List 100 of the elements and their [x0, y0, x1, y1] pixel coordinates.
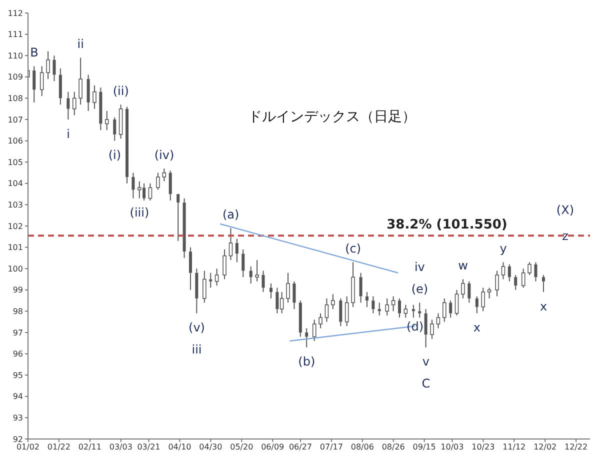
x-tick-label: 10/03 [440, 442, 464, 452]
candlestick [46, 50, 50, 80]
y-tick-label: 95 [12, 370, 23, 380]
x-tick-label: 12/22 [564, 442, 588, 452]
candlestick [58, 68, 62, 106]
candlestick [412, 304, 415, 318]
y-tick-label: 99 [12, 286, 23, 295]
annotation: (b) [298, 354, 316, 369]
candlestick [351, 262, 355, 308]
y-tick-label: 112 [8, 8, 23, 18]
candlestick [32, 66, 36, 103]
y-tick-label: 110 [8, 51, 23, 60]
candlestick [359, 272, 362, 304]
candlestick [195, 268, 198, 314]
candlestick [262, 270, 265, 293]
annotation: C [422, 376, 430, 391]
candlestick [92, 84, 96, 110]
candlestick [255, 260, 259, 282]
y-tick-label: 101 [8, 243, 23, 252]
candlestick [378, 302, 381, 316]
annotation: v [422, 354, 430, 369]
candlestick [209, 272, 212, 288]
ref-line-label: 38.2% (101.550) [386, 218, 508, 233]
x-tick-label: 11/12 [502, 442, 526, 452]
y-tick-label: 102 [8, 222, 23, 231]
candlestick [269, 283, 272, 299]
annotation: iii [192, 342, 202, 357]
candlestick [331, 294, 335, 310]
y-tick-label: 93 [12, 414, 23, 423]
candlestick [168, 170, 172, 201]
annotation: (X) [556, 202, 574, 217]
annotation: y [500, 241, 507, 256]
candlestick [280, 292, 284, 314]
candlestick [104, 110, 109, 131]
annotation: (a) [222, 207, 240, 222]
candlestick [501, 262, 506, 280]
candlestick [534, 262, 538, 282]
candlestick [305, 328, 308, 348]
y-tick-label: 103 [8, 200, 23, 210]
x-tick-label: 06/09 [261, 442, 284, 452]
candlestick [137, 180, 142, 199]
candlestick [235, 238, 238, 263]
annotation: iv [414, 260, 425, 274]
candlestick [52, 55, 56, 82]
y-tick-label: 111 [8, 30, 23, 40]
y-tick-label: 94 [12, 392, 23, 402]
candlestick [495, 270, 499, 297]
x-tick-label: 02/11 [78, 442, 102, 452]
candlestick [126, 106, 129, 184]
y-tick-label: 106 [8, 136, 23, 146]
x-tick-label: 07/17 [320, 442, 343, 452]
candlestick [182, 198, 186, 258]
candlestick [249, 266, 252, 284]
annotation: i [66, 126, 70, 141]
candlestick [324, 298, 329, 322]
candlestick [242, 248, 245, 278]
x-tick-label: 03/21 [137, 442, 160, 452]
x-tick-label: 09/15 [412, 442, 436, 452]
y-tick-label: 105 [8, 158, 23, 167]
annotation: (e) [411, 282, 428, 296]
x-tick-label: 08/26 [382, 442, 405, 452]
annotation: (c) [345, 241, 362, 256]
annotation: x [473, 320, 481, 335]
annotation: (v) [188, 320, 205, 335]
annotation: x [540, 299, 548, 314]
candlestick [228, 228, 233, 261]
annotation: (i) [108, 148, 122, 162]
candlestick [365, 292, 368, 308]
x-tick-label: 06/27 [288, 442, 312, 452]
candlestick [430, 319, 434, 340]
x-tick-label: 03/03 [109, 442, 132, 452]
annotation: (ii) [112, 84, 129, 98]
candlestick [86, 74, 90, 112]
x-tick-label: 04/30 [199, 442, 222, 452]
candlestick [222, 248, 226, 280]
x-tick-label: 10/23 [472, 442, 495, 452]
candlestick [372, 296, 375, 314]
candlestick [418, 302, 422, 318]
x-tick-label: 04/10 [168, 442, 192, 452]
y-tick-label: 108 [8, 94, 23, 104]
candlestick [385, 298, 390, 316]
y-tick-label: 100 [8, 264, 23, 274]
candlestick [99, 87, 102, 131]
y-tick-label: 109 [8, 72, 23, 82]
candlestick [132, 172, 135, 199]
y-tick-label: 97 [12, 328, 23, 338]
x-tick-label: 12/02 [534, 442, 557, 452]
x-tick-label: 01/22 [47, 442, 70, 452]
candlestick [78, 57, 82, 106]
x-tick-label: 05/20 [230, 442, 254, 452]
candlestick [188, 246, 192, 290]
candlestick [424, 308, 428, 348]
y-tick-label: 92 [12, 434, 23, 444]
annotation: z [562, 228, 568, 243]
candlestick [162, 168, 166, 182]
y-tick-label: 104 [8, 179, 23, 188]
y-tick-label: 98 [12, 307, 23, 316]
candlestick [66, 91, 70, 120]
candlestick [442, 298, 446, 322]
annotation: w [458, 258, 468, 273]
